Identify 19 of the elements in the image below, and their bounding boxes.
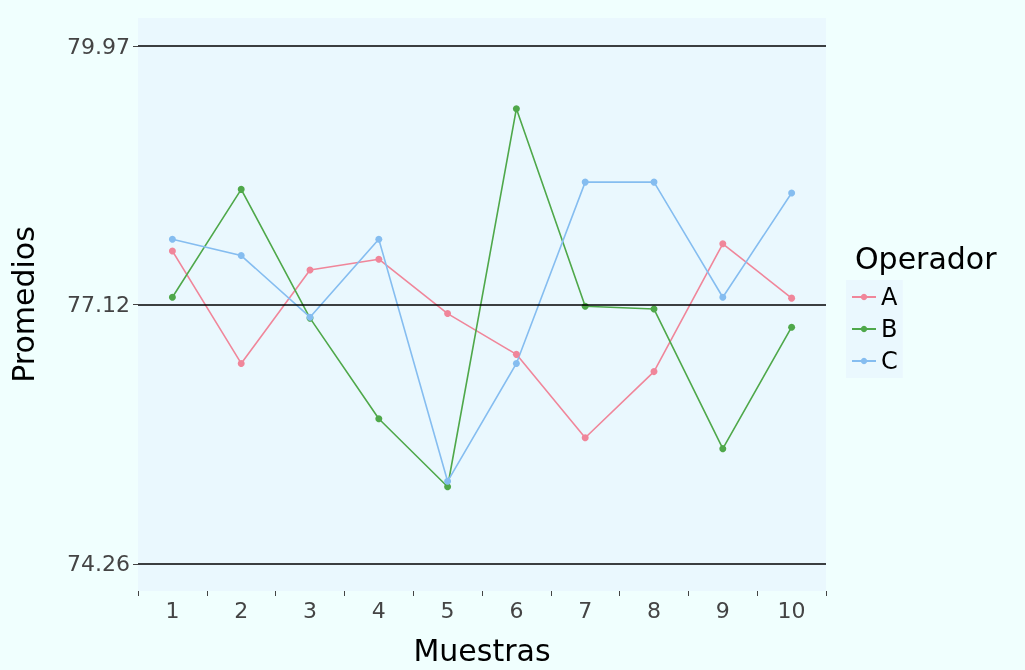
x-axis-title: Muestras [413,632,551,668]
legend-title: Operador [855,240,998,276]
legend-label: A [881,283,898,311]
x-tick-label: 2 [234,597,249,623]
y-tick-label: 77.12 [67,292,130,317]
x-tick-label: 3 [303,597,317,623]
legend-label: B [881,315,898,343]
x-tick-label: 9 [715,597,730,623]
x-tick-label: 1 [165,597,180,623]
x-tick-label: 5 [440,597,455,623]
y-axis-title: Promedios [5,226,41,383]
x-tick-label: 7 [578,597,593,623]
y-tick-label: 74.26 [67,551,130,577]
x-tick-label: 4 [371,597,386,623]
legend-label: C [881,347,898,375]
x-tick-label: 6 [509,597,524,623]
x-tick-label: 8 [647,597,661,623]
y-tick-label: 79.97 [67,33,130,59]
x-tick-label: 10 [777,597,806,623]
